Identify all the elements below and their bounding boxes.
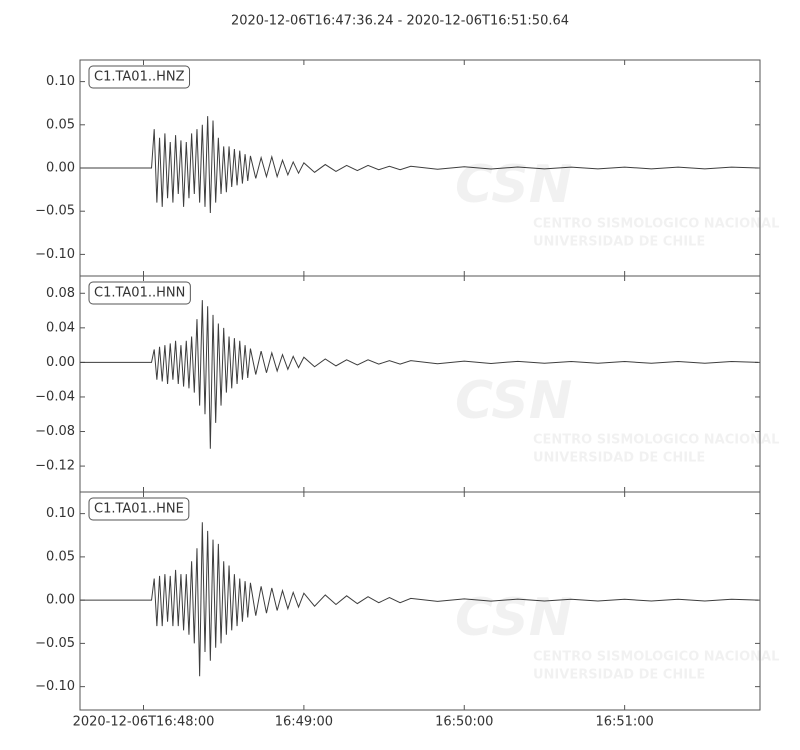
y-tick-label: 0.00: [46, 593, 75, 608]
y-tick-label: 0.08: [46, 286, 75, 301]
watermark-logo: CSN: [455, 588, 572, 648]
station-box: [88, 281, 191, 305]
watermark-line: UNIVERSIDAD DE CHILE: [533, 668, 705, 683]
station-name: C1.TA01..HNZ: [94, 70, 185, 85]
x-tick-label: 2020-12-06T16:48:00: [73, 715, 215, 730]
trace: [80, 522, 759, 677]
y-tick-label: −0.12: [35, 459, 75, 474]
figure-title: 2020-12-06T16:47:36.24 - 2020-12-06T16:5…: [231, 14, 569, 29]
y-tick-label: −0.04: [35, 389, 75, 404]
y-tick-label: 0.10: [46, 506, 75, 521]
y-tick-label: −0.10: [35, 247, 75, 262]
y-tick-label: −0.10: [35, 679, 75, 694]
watermark-line: CENTRO SISMOLOGICO NACIONAL: [533, 217, 779, 232]
trace: [80, 300, 759, 449]
y-tick-label: 0.05: [46, 549, 75, 564]
station-name: C1.TA01..HNE: [94, 502, 184, 517]
trace: [80, 116, 759, 213]
y-tick-label: 0.04: [46, 320, 75, 335]
y-tick-label: 0.00: [46, 355, 75, 370]
x-tick-label: 16:50:00: [435, 715, 493, 730]
panel-frame: [79, 491, 761, 711]
watermark-line: CENTRO SISMOLOGICO NACIONAL: [533, 650, 779, 665]
station-label: C1.TA01..HNN: [88, 281, 191, 305]
y-tick-label: 0.10: [46, 74, 75, 89]
y-tick-label: −0.08: [35, 424, 75, 439]
watermark-line: UNIVERSIDAD DE CHILE: [533, 451, 705, 466]
station-label: C1.TA01..HNE: [88, 497, 190, 521]
x-tick-label: 16:49:00: [275, 715, 333, 730]
station-box: [88, 65, 191, 89]
station-box: [88, 497, 190, 521]
x-tick-label: 16:51:00: [595, 715, 653, 730]
y-tick-label: −0.05: [35, 204, 75, 219]
y-tick-label: 0.05: [46, 117, 75, 132]
watermark-line: UNIVERSIDAD DE CHILE: [533, 235, 705, 250]
station-label: C1.TA01..HNZ: [88, 65, 191, 89]
station-name: C1.TA01..HNN: [94, 286, 185, 301]
watermark-logo: CSN: [455, 371, 572, 431]
watermark-line: CENTRO SISMOLOGICO NACIONAL: [533, 433, 779, 448]
y-tick-label: 0.00: [46, 161, 75, 176]
y-tick-label: −0.05: [35, 636, 75, 651]
watermark-logo: CSN: [455, 155, 572, 215]
